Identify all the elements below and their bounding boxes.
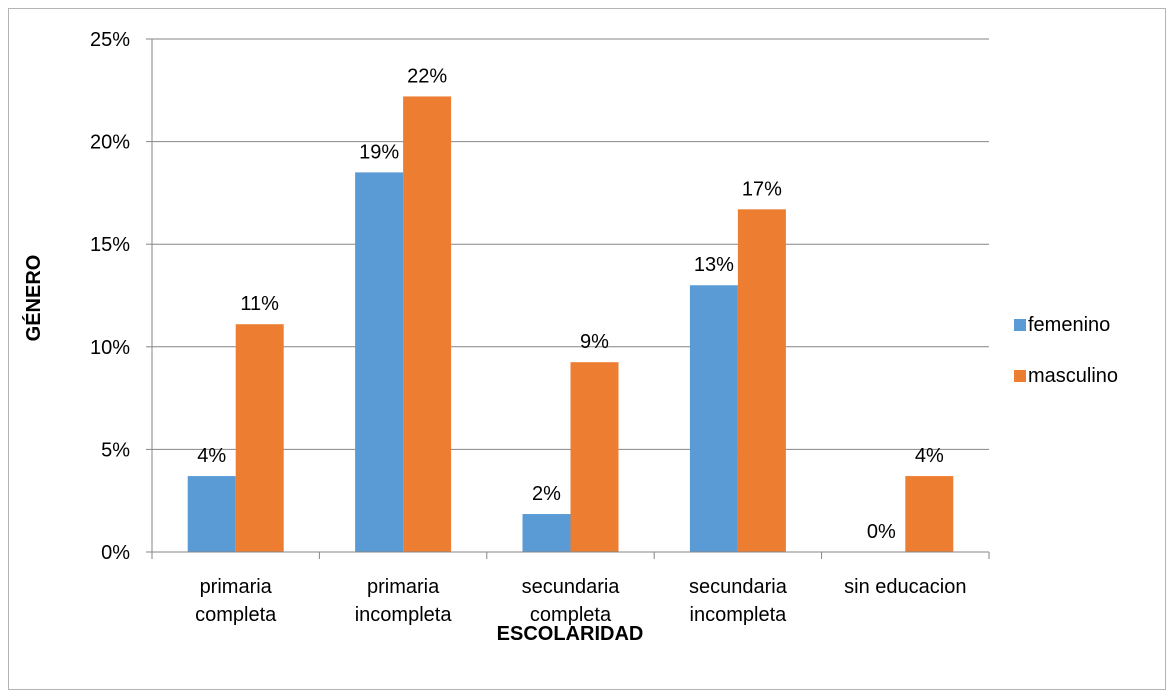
y-tick-label: 10% <box>90 337 130 359</box>
bar-masculino <box>235 324 284 552</box>
x-axis-title: ESCOLARIDAD <box>497 623 644 645</box>
legend-label: masculino <box>1028 365 1118 387</box>
data-label: 13% <box>694 254 734 276</box>
data-label: 4% <box>197 445 226 467</box>
y-tick-label: 20% <box>90 132 130 154</box>
category-label: completa <box>530 604 612 626</box>
legend: femenino masculino <box>1014 314 1118 387</box>
data-label: 22% <box>407 65 447 87</box>
data-label: 4% <box>915 445 944 467</box>
y-tick-label: 0% <box>101 542 130 564</box>
category-label: primaria <box>367 576 440 598</box>
category-label: completa <box>195 604 277 626</box>
y-axis-title: GÉNERO <box>22 255 45 342</box>
legend-swatch-femenino <box>1014 319 1026 331</box>
bar-femenino <box>689 285 738 552</box>
y-tick-labels: 0% 5% 10% 15% 20% 25% <box>90 29 130 564</box>
bar-masculino <box>737 209 786 553</box>
category-label: secundaria <box>522 576 621 598</box>
legend-swatch-masculino <box>1014 370 1026 382</box>
bar-femenino <box>187 476 236 552</box>
bar-femenino <box>522 514 571 552</box>
category-label: primaria <box>200 576 273 598</box>
gridlines <box>152 38 989 450</box>
data-label: 11% <box>240 293 279 315</box>
data-label: 2% <box>532 483 561 505</box>
bar-masculino <box>570 362 619 552</box>
y-tick-label: 5% <box>101 439 130 461</box>
category-label: incompleta <box>690 604 788 626</box>
data-label: 9% <box>580 331 609 353</box>
bars <box>187 96 954 553</box>
data-labels: 4% 11% 19% 22% 2% 9% 13% 17% 0% 4% <box>197 65 944 543</box>
bar-masculino <box>905 476 954 552</box>
data-label: 17% <box>742 178 782 200</box>
y-tick-label: 25% <box>90 29 130 51</box>
data-label: 0% <box>867 521 896 543</box>
category-label: incompleta <box>355 604 453 626</box>
axes <box>146 38 990 559</box>
chart-frame <box>8 8 1166 690</box>
data-label: 19% <box>359 141 399 163</box>
category-label: secundaria <box>689 576 788 598</box>
legend-label: femenino <box>1028 314 1110 336</box>
category-label: sin educacion <box>844 576 966 598</box>
y-tick-label: 15% <box>90 234 130 256</box>
category-labels: primaria completa primaria incompleta secund… <box>195 576 966 626</box>
bar-femenino <box>355 172 404 552</box>
bar-masculino <box>403 96 452 553</box>
